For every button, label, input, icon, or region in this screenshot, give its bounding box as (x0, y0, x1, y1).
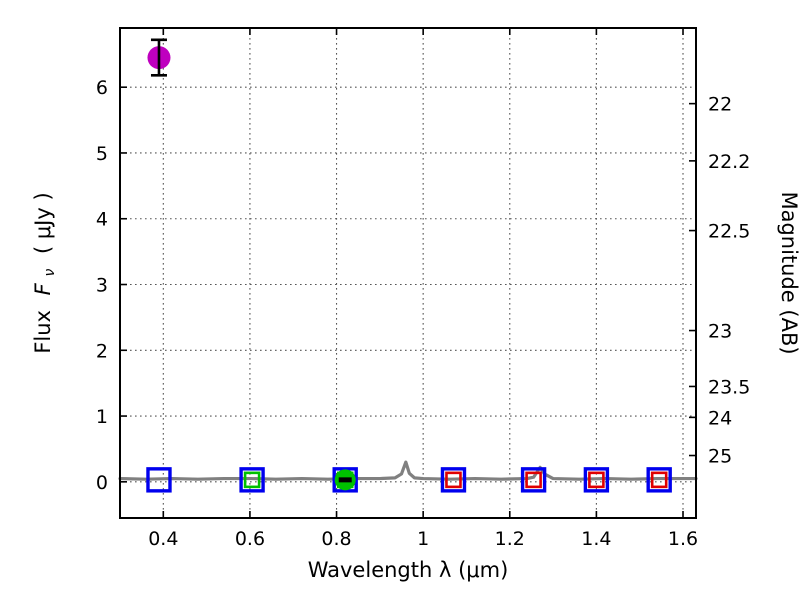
x-tick-label-4: 1.2 (495, 528, 525, 550)
error-bar-0 (150, 38, 167, 77)
marker-inner-dash-0 (338, 477, 352, 483)
y-axis-flux-word: Flux (31, 310, 55, 354)
mag-tick-label-3: 23 (708, 321, 732, 343)
y-axis-flux-unit: ( μJy ) (31, 192, 55, 254)
x-tick-label-1: 0.6 (235, 528, 265, 550)
data-markers (146, 38, 672, 493)
y-tick-label-4: 4 (96, 209, 108, 231)
marker-inner-square-0 (243, 471, 261, 489)
y-tick-label-6: 6 (96, 77, 108, 99)
marker-open-square-3 (440, 467, 467, 493)
tick-marks (120, 28, 696, 518)
mag-tick-label-4: 23.5 (708, 376, 750, 398)
y-tick-label-1: 1 (96, 406, 108, 428)
grid-lines (120, 28, 696, 518)
mag-tick-label-5: 24 (708, 407, 732, 429)
x-tick-label-2: 0.8 (321, 528, 351, 550)
svg-text:Flux F ν: Flux F ν ( μJy ) (31, 192, 58, 353)
spectrum-line (118, 460, 698, 481)
marker-open-square-6 (646, 467, 672, 493)
mag-tick-label-0: 22 (708, 94, 732, 116)
mag-tick-label-2: 22.5 (708, 221, 750, 243)
marker-open-square-4 (520, 467, 547, 493)
y-axis-flux-symbol: F (31, 282, 55, 295)
marker-open-square-5 (583, 467, 610, 493)
axes-frame (119, 27, 697, 519)
x-tick-label-6: 1.6 (668, 528, 698, 550)
y-axis-title-left: Flux F ν ( μJy ) (31, 192, 58, 353)
y-tick-label-3: 3 (96, 275, 108, 297)
marker-inner-square-2 (588, 471, 605, 489)
marker-open-square-0 (146, 467, 172, 493)
y-tick-label-2: 2 (96, 340, 108, 362)
x-tick-label-0: 0.4 (148, 528, 178, 550)
x-tick-label-5: 1.4 (581, 528, 611, 550)
y-tick-label-0: 0 (96, 472, 108, 494)
y-axis-flux-subscript: ν (42, 269, 58, 277)
marker-open-square-1 (239, 467, 265, 493)
y-axis-title-right: Magnitude (AB) (777, 191, 800, 354)
spectrum-trace (118, 460, 698, 481)
y-tick-label-5: 5 (96, 143, 108, 165)
marker-open-square-2 (332, 467, 358, 493)
mag-tick-label-1: 22.2 (708, 151, 750, 173)
marker-inner-square-3 (650, 471, 668, 489)
mag-tick-label-6: 25 (708, 446, 732, 468)
x-tick-label-3: 1 (417, 528, 429, 550)
marker-inner-square-0 (445, 471, 462, 489)
plot-frame (119, 27, 697, 519)
x-axis-title: Wavelength λ (μm) (308, 558, 509, 582)
marker-inner-square-1 (525, 471, 542, 489)
tick-labels: 0.4 0.6 0.8 1 1.2 1.4 1.601234562222.222.52323… (96, 77, 750, 550)
